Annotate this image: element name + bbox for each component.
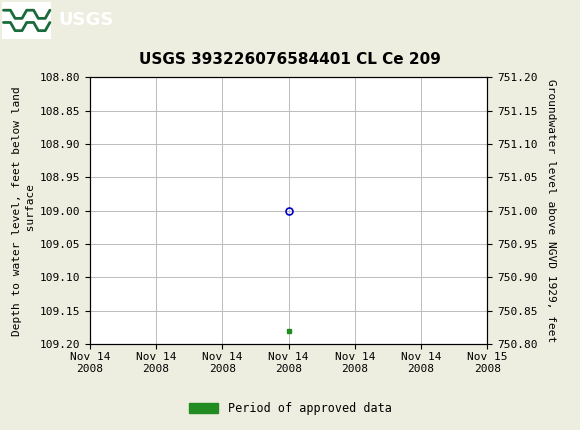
- Text: USGS: USGS: [58, 12, 113, 29]
- Y-axis label: Groundwater level above NGVD 1929, feet: Groundwater level above NGVD 1929, feet: [546, 79, 556, 342]
- Legend: Period of approved data: Period of approved data: [184, 397, 396, 420]
- Bar: [2, 2, 51, 39]
- Y-axis label: Depth to water level, feet below land
 surface: Depth to water level, feet below land su…: [12, 86, 35, 335]
- Text: USGS 393226076584401 CL Ce 209: USGS 393226076584401 CL Ce 209: [139, 52, 441, 67]
